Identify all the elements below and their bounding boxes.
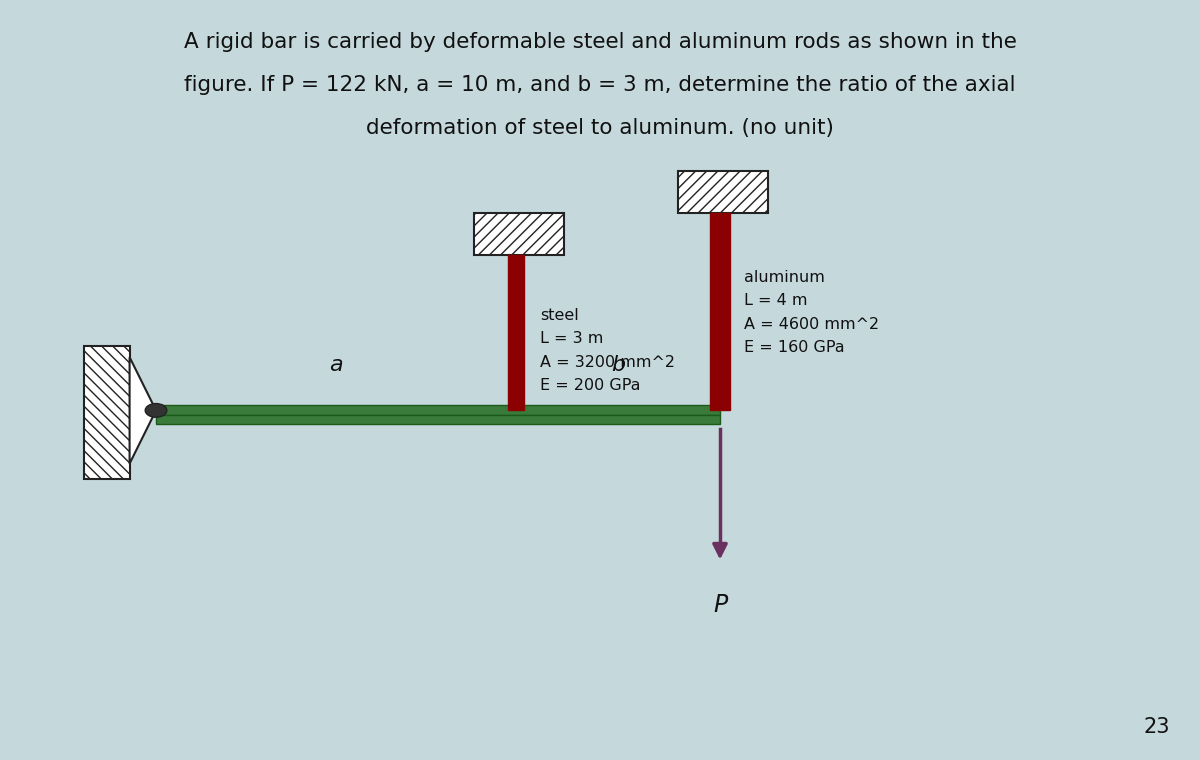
Circle shape (145, 404, 167, 417)
Bar (156, 406, 720, 415)
Text: A rigid bar is carried by deformable steel and aluminum rods as shown in the: A rigid bar is carried by deformable ste… (184, 32, 1016, 52)
Text: 23: 23 (1144, 717, 1170, 737)
Text: steel
L = 3 m
A = 3200 mm^2
E = 200 GPa: steel L = 3 m A = 3200 mm^2 E = 200 GPa (540, 308, 674, 393)
Text: P: P (713, 593, 727, 617)
Text: a: a (329, 355, 343, 375)
Bar (678, 171, 768, 213)
Bar (710, 213, 730, 410)
Bar (474, 213, 564, 255)
Polygon shape (130, 357, 156, 464)
Text: figure. If P = 122 kN, a = 10 m, and b = 3 m, determine the ratio of the axial: figure. If P = 122 kN, a = 10 m, and b =… (185, 75, 1015, 95)
Text: deformation of steel to aluminum. (no unit): deformation of steel to aluminum. (no un… (366, 119, 834, 138)
Bar (84, 346, 130, 479)
Text: aluminum
L = 4 m
A = 4600 mm^2
E = 160 GPa: aluminum L = 4 m A = 4600 mm^2 E = 160 G… (744, 270, 880, 355)
Bar (156, 415, 720, 424)
Text: b: b (611, 355, 625, 375)
Bar (508, 255, 524, 410)
